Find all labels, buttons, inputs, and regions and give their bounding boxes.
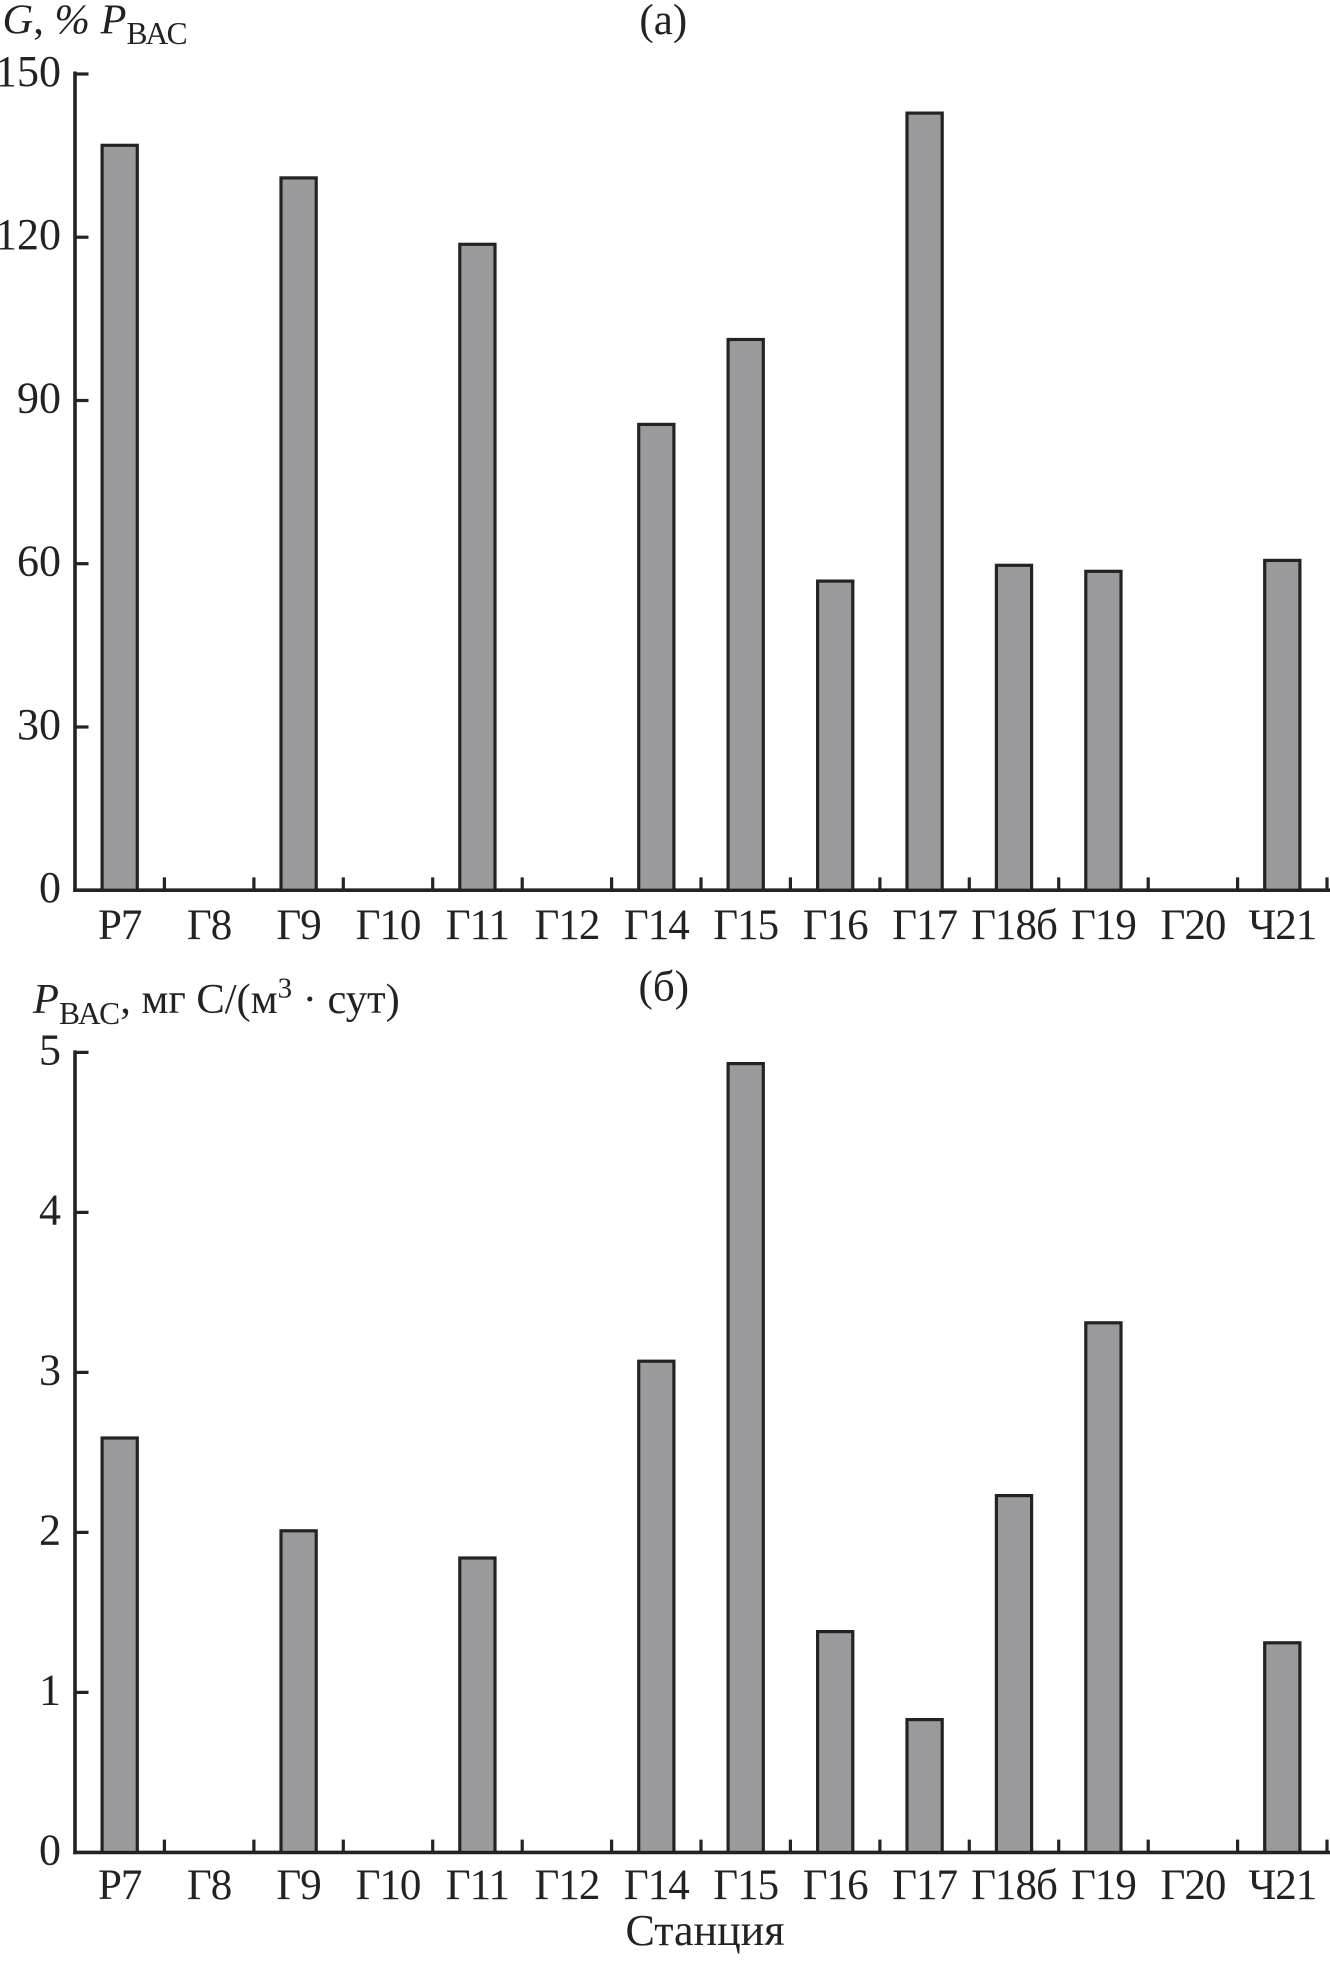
svg-text:Г19: Г19 <box>1071 902 1136 949</box>
svg-text:Г12: Г12 <box>534 902 599 949</box>
svg-text:Г19: Г19 <box>1071 1862 1136 1909</box>
svg-text:Г9: Г9 <box>276 1862 320 1909</box>
svg-text:Станция: Станция <box>626 1906 785 1955</box>
svg-text:Ч21: Ч21 <box>1248 1862 1316 1909</box>
svg-text:Р7: Р7 <box>98 902 142 949</box>
svg-text:Р7: Р7 <box>98 1862 142 1909</box>
svg-text:Г11: Г11 <box>446 902 509 949</box>
svg-text:G, % PВАС: G, % PВАС <box>3 0 188 51</box>
svg-text:Г10: Г10 <box>356 902 421 949</box>
svg-text:Г8: Г8 <box>187 902 231 949</box>
svg-text:Г16: Г16 <box>803 1862 868 1909</box>
svg-text:Г20: Г20 <box>1160 1862 1225 1909</box>
svg-text:Г10: Г10 <box>356 1862 421 1909</box>
svg-text:1: 1 <box>39 1665 61 1714</box>
svg-text:(б): (б) <box>639 964 690 1011</box>
svg-text:5: 5 <box>39 1025 61 1074</box>
svg-text:Г11: Г11 <box>446 1862 509 1909</box>
svg-text:Г18б: Г18б <box>971 902 1057 949</box>
svg-text:Г9: Г9 <box>276 902 320 949</box>
svg-text:120: 120 <box>0 210 61 259</box>
svg-text:Г14: Г14 <box>624 1862 689 1909</box>
svg-text:Г15: Г15 <box>713 1862 778 1909</box>
svg-text:4: 4 <box>39 1185 61 1234</box>
svg-text:0: 0 <box>39 863 61 912</box>
svg-text:PВАС, мг С/(м3 · сут): PВАС, мг С/(м3 · сут) <box>32 973 400 1032</box>
svg-text:3: 3 <box>39 1345 61 1394</box>
svg-text:(а): (а) <box>639 0 687 44</box>
svg-text:Ч21: Ч21 <box>1248 902 1316 949</box>
svg-text:Г8: Г8 <box>187 1862 231 1909</box>
svg-text:Г14: Г14 <box>624 902 689 949</box>
svg-text:150: 150 <box>0 47 61 96</box>
svg-text:Г20: Г20 <box>1160 902 1225 949</box>
svg-text:Г17: Г17 <box>892 1862 957 1909</box>
svg-text:Г12: Г12 <box>534 1862 599 1909</box>
svg-text:Г18б: Г18б <box>971 1862 1057 1909</box>
svg-text:Г17: Г17 <box>892 902 957 949</box>
svg-text:60: 60 <box>17 537 61 586</box>
svg-text:Г16: Г16 <box>803 902 868 949</box>
svg-text:Г15: Г15 <box>713 902 778 949</box>
svg-text:30: 30 <box>17 700 61 749</box>
svg-text:2: 2 <box>39 1505 61 1554</box>
svg-text:90: 90 <box>17 374 61 423</box>
svg-text:0: 0 <box>39 1825 61 1874</box>
